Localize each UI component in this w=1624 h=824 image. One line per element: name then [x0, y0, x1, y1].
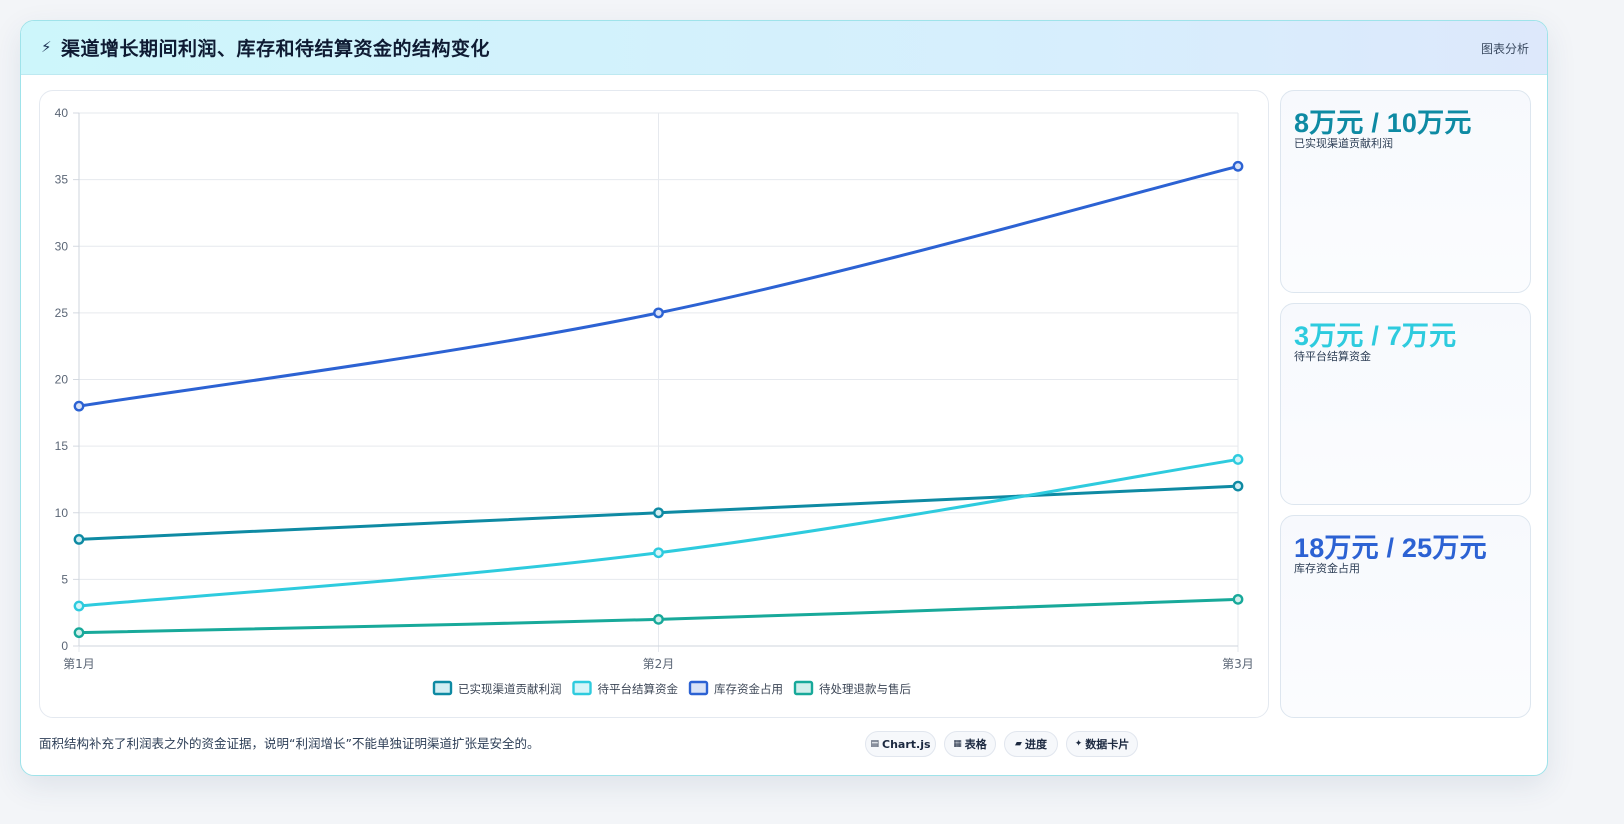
chip-chartjs[interactable]: ▤ Chart.js	[865, 731, 936, 757]
data-point	[73, 627, 85, 639]
data-point	[1232, 454, 1244, 465]
legend-swatch	[793, 680, 814, 696]
y-tick-label: 0	[61, 639, 68, 653]
chip-data-card[interactable]: ✦ 数据卡片	[1066, 731, 1138, 757]
y-tick-label: 10	[55, 506, 69, 520]
legend-label: 库存资金占用	[714, 682, 783, 696]
chart-panel: 0 5 10 15 20 25 30 35 40 第1月 第2月 第3月已实现渠道贡献利润 待平台结算资…	[39, 90, 1269, 718]
legend-item: 待处理退款与售后	[793, 680, 911, 696]
chip-label: 数据卡片	[1085, 738, 1130, 751]
y-tick-label: 30	[55, 239, 69, 253]
kpi-label: 已实现渠道贡献利润	[1294, 137, 1393, 150]
y-tick-label: 40	[55, 106, 69, 120]
kpi-card-inventory: 18万元 / 25万元 库存资金占用	[1280, 515, 1531, 718]
kpi-label: 库存资金占用	[1294, 562, 1360, 575]
data-point	[73, 600, 85, 612]
data-point	[1232, 593, 1244, 605]
kpi-card-profit: 8万元 / 10万元 已实现渠道贡献利润	[1280, 90, 1531, 293]
x-tick-label: 第2月	[643, 657, 675, 671]
kpi-card-settlement: 3万元 / 7万元 待平台结算资金	[1280, 303, 1531, 505]
sparkle-icon: ✦	[1074, 739, 1083, 749]
chip-label: 进度	[1024, 738, 1047, 751]
chip-label: Chart.js	[882, 737, 931, 751]
legend-label: 待处理退款与售后	[819, 682, 911, 696]
legend-swatch	[688, 680, 709, 696]
chip-table[interactable]: ▦ 表格	[944, 731, 996, 757]
x-tick-label: 第3月	[1222, 657, 1254, 671]
legend-swatch	[572, 680, 592, 696]
data-point	[73, 533, 85, 545]
chart-title: 渠道增长期间利润、库存和待结算资金的结构变化	[61, 38, 491, 60]
chart-icon: ▤	[870, 739, 879, 749]
chip-progress[interactable]: ▰ 进度	[1004, 731, 1058, 757]
data-point	[653, 613, 664, 625]
data-point	[653, 307, 664, 319]
x-tick-label: 第1月	[63, 657, 95, 671]
data-point	[1232, 160, 1244, 172]
legend-item: 已实现渠道贡献利润	[432, 680, 562, 696]
data-point	[1232, 480, 1244, 492]
progress-icon: ▰	[1015, 739, 1022, 749]
legend-swatch	[432, 680, 453, 696]
legend-label: 已实现渠道贡献利润	[458, 682, 562, 696]
kpi-value: 8万元 / 10万元	[1294, 108, 1472, 138]
data-point	[653, 547, 664, 559]
kpi-value: 18万元 / 25万元	[1294, 533, 1487, 563]
card-header: ⚡ 渠道增长期间利润、库存和待结算资金的结构变化 图表分析	[21, 21, 1547, 75]
chart-card: ⚡ 渠道增长期间利润、库存和待结算资金的结构变化 图表分析 0 5 10 15 20 25…	[20, 20, 1548, 776]
chip-label: 表格	[964, 738, 987, 751]
kpi-value: 3万元 / 7万元	[1294, 321, 1457, 351]
data-point	[653, 507, 664, 519]
y-tick-label: 5	[61, 572, 68, 586]
y-tick-label: 15	[55, 439, 69, 453]
lightning-icon: ⚡	[41, 38, 52, 56]
legend-label: 待平台结算资金	[598, 682, 679, 696]
chart-analysis-tag: 图表分析	[1480, 42, 1529, 56]
data-point	[73, 400, 85, 412]
legend-item: 库存资金占用	[688, 680, 783, 696]
y-tick-label: 20	[55, 373, 69, 387]
y-tick-label: 25	[55, 306, 69, 320]
legend-item: 待平台结算资金	[572, 680, 679, 696]
table-icon: ▦	[953, 739, 962, 749]
y-tick-label: 35	[55, 173, 69, 187]
kpi-label: 待平台结算资金	[1294, 350, 1371, 363]
footer-note: 面积结构补充了利润表之外的资金证据，说明“利润增长”不能单独证明渠道扩张是安全的…	[39, 736, 540, 751]
